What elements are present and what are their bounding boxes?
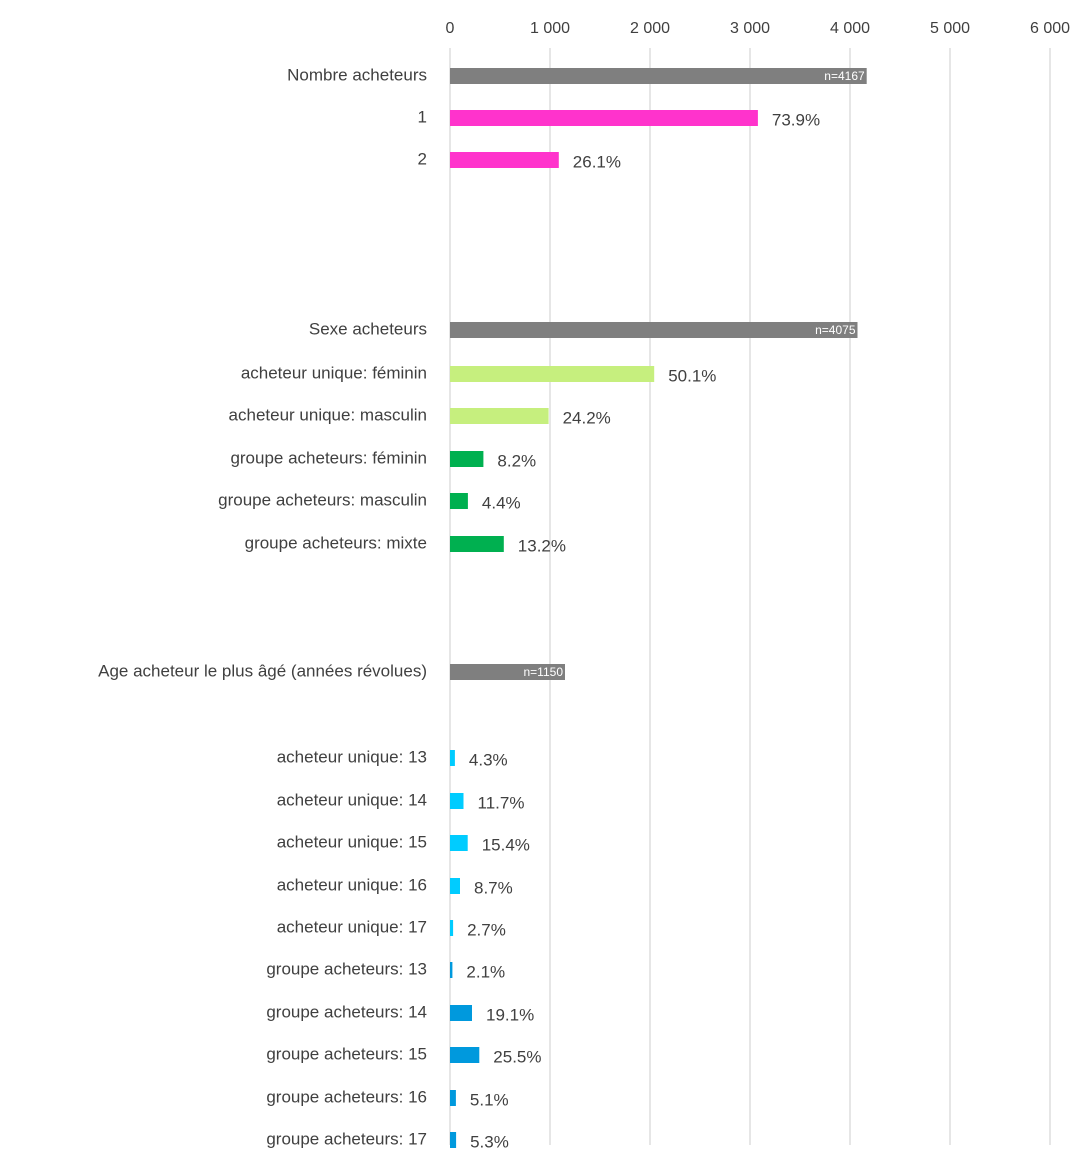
bar-percent-label: 25.5% bbox=[493, 1047, 541, 1066]
bar-percent-label: 4.4% bbox=[482, 493, 521, 512]
category-label: Age acheteur le plus âgé (années révolue… bbox=[98, 661, 427, 680]
bar bbox=[450, 750, 455, 766]
category-labels: Nombre acheteurs 1 2 Sexe acheteurs acheteur… bbox=[98, 65, 427, 1148]
category-label: groupe acheteurs: 17 bbox=[266, 1129, 427, 1148]
bar bbox=[450, 664, 565, 680]
data-labels: n=4167 73.9% 26.1% n=4075 50.1% 24.2% 8.2% 4.4%… bbox=[466, 69, 865, 1151]
x-tick-label: 4 000 bbox=[830, 20, 870, 37]
bar bbox=[450, 408, 549, 424]
bar-percent-label: 11.7% bbox=[478, 793, 525, 812]
category-label: Sexe acheteurs bbox=[309, 319, 427, 338]
bar-percent-label: 13.2% bbox=[518, 536, 566, 555]
bar bbox=[450, 793, 464, 809]
category-label: acheteur unique: féminin bbox=[241, 363, 427, 382]
x-tick-label: 2 000 bbox=[630, 20, 670, 37]
bar-percent-label: 2.1% bbox=[466, 962, 505, 981]
bar bbox=[450, 322, 858, 338]
bar-percent-label: 5.3% bbox=[470, 1132, 509, 1151]
bar bbox=[450, 451, 484, 467]
bar-percent-label: 19.1% bbox=[486, 1005, 534, 1024]
bar bbox=[450, 536, 504, 552]
bar-percent-label: 4.3% bbox=[469, 750, 508, 769]
bar-percent-label: 50.1% bbox=[668, 366, 716, 385]
bar bbox=[450, 493, 468, 509]
category-label: groupe acheteurs: 13 bbox=[266, 959, 427, 978]
bar bbox=[450, 920, 454, 936]
bar bbox=[450, 1047, 480, 1063]
bar bbox=[450, 68, 867, 84]
x-tick-label: 1 000 bbox=[530, 20, 570, 37]
category-label: acheteur unique: 14 bbox=[277, 790, 427, 809]
bar bbox=[450, 110, 758, 126]
bar bbox=[450, 152, 559, 168]
category-label: acheteur unique: 17 bbox=[277, 917, 427, 936]
bar-percent-label: 15.4% bbox=[482, 835, 530, 854]
category-label: groupe acheteurs: mixte bbox=[245, 533, 427, 552]
category-label: groupe acheteurs: 16 bbox=[266, 1087, 427, 1106]
bar bbox=[450, 962, 453, 978]
category-label: 1 bbox=[418, 107, 427, 126]
category-label: acheteur unique: 16 bbox=[277, 875, 427, 894]
bar bbox=[450, 835, 468, 851]
bar-percent-label: 8.2% bbox=[497, 451, 536, 470]
bars bbox=[450, 68, 867, 1148]
x-tick-label: 6 000 bbox=[1030, 20, 1070, 37]
x-tick-label: 5 000 bbox=[930, 20, 970, 37]
bar-percent-label: 73.9% bbox=[772, 110, 820, 129]
bar-count-label: n=4167 bbox=[824, 69, 865, 83]
bar-percent-label: 24.2% bbox=[563, 408, 611, 427]
bar-count-label: n=4075 bbox=[815, 323, 856, 337]
category-label: groupe acheteurs: 15 bbox=[266, 1044, 427, 1063]
x-axis-ticks: 0 1 000 2 000 3 000 4 000 5 000 6 000 bbox=[446, 20, 1071, 37]
bar bbox=[450, 1090, 456, 1106]
bar-percent-label: 8.7% bbox=[474, 878, 513, 897]
category-label: groupe acheteurs: féminin bbox=[230, 448, 427, 467]
bar-percent-label: 2.7% bbox=[467, 920, 506, 939]
bar bbox=[450, 366, 655, 382]
x-tick-label: 0 bbox=[446, 20, 455, 37]
bar-percent-label: 5.1% bbox=[470, 1090, 509, 1109]
gridlines bbox=[449, 48, 1051, 1145]
category-label: acheteur unique: 13 bbox=[277, 747, 427, 766]
category-label: groupe acheteurs: masculin bbox=[218, 490, 427, 509]
bar bbox=[450, 1005, 472, 1021]
category-label: acheteur unique: masculin bbox=[229, 405, 427, 424]
x-tick-label: 3 000 bbox=[730, 20, 770, 37]
bar bbox=[450, 878, 460, 894]
bar-percent-label: 26.1% bbox=[573, 152, 621, 171]
category-label: groupe acheteurs: 14 bbox=[266, 1002, 427, 1021]
bar bbox=[450, 1132, 457, 1148]
category-label: 2 bbox=[418, 149, 427, 168]
category-label: acheteur unique: 15 bbox=[277, 832, 427, 851]
bar-count-label: n=1150 bbox=[524, 665, 564, 679]
category-label: Nombre acheteurs bbox=[287, 65, 427, 84]
